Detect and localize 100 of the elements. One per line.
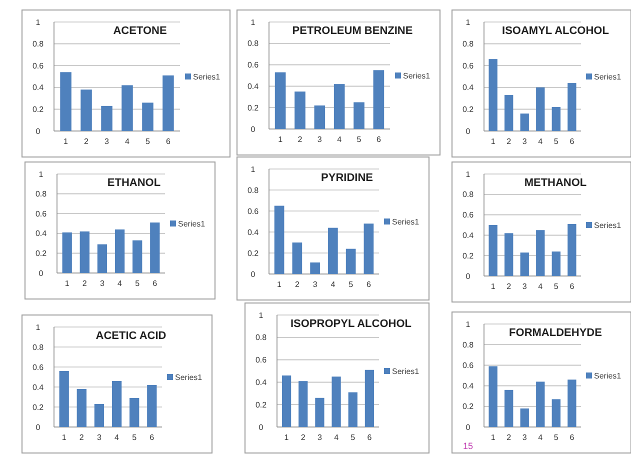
x-tick-label: 3 (317, 135, 322, 144)
bar (346, 248, 356, 274)
bar (294, 92, 306, 129)
bar (310, 262, 320, 274)
bar (364, 224, 374, 274)
x-tick-label: 5 (554, 137, 559, 146)
legend-label: Series1 (392, 217, 420, 226)
chart-title: ACETONE (113, 25, 167, 37)
bar (132, 240, 142, 273)
y-tick-label: 1 (38, 170, 44, 179)
y-tick-label: 0.4 (255, 378, 268, 387)
x-tick-label: 6 (570, 282, 575, 291)
bar (568, 83, 576, 131)
x-tick-label: 6 (366, 280, 372, 289)
x-tick-label: 4 (538, 433, 544, 442)
x-tick-label: 4 (538, 282, 544, 291)
chart-title: ISOAMYL ALCOHOL (502, 25, 610, 37)
y-tick-label: 1 (466, 170, 471, 179)
y-tick-label: 0.4 (462, 382, 474, 391)
x-tick-label: 2 (84, 137, 90, 146)
x-tick-label: 3 (312, 280, 318, 289)
y-tick-label: 1 (250, 18, 256, 27)
bar (488, 225, 498, 276)
chart-title: PETROLEUM BENZINE (292, 25, 413, 37)
y-tick-label: 0.4 (462, 231, 474, 240)
bar (536, 87, 545, 131)
y-tick-label: 0.2 (247, 103, 260, 112)
bar (142, 102, 154, 131)
chart-title: ACETIC ACID (96, 330, 166, 342)
y-tick-label: 0.6 (247, 60, 260, 70)
y-tick-label: 1 (36, 18, 41, 27)
bar (80, 231, 90, 273)
bar (568, 224, 576, 276)
legend-label: Series1 (175, 372, 203, 382)
bar (94, 404, 104, 427)
bar (552, 107, 560, 131)
bar (147, 385, 157, 427)
chart-title: ISOPROPYL ALCOHOL (290, 318, 412, 330)
y-tick-label: 0.8 (247, 39, 260, 48)
y-tick-label: 1 (36, 322, 41, 332)
bar (150, 222, 160, 273)
y-tick-label: 0.2 (247, 248, 260, 258)
x-tick-label: 1 (64, 137, 69, 146)
x-tick-label: 3 (100, 279, 105, 288)
bar (520, 408, 529, 427)
bar (504, 233, 514, 276)
bar (536, 230, 545, 276)
legend-label: Series1 (392, 366, 420, 376)
y-tick-label: 0 (250, 270, 256, 279)
y-tick-label: 0.6 (35, 209, 48, 218)
y-tick-label: 0.6 (462, 210, 474, 220)
bar (80, 90, 92, 131)
y-tick-label: 0.8 (462, 40, 474, 49)
y-tick-label: 0.6 (255, 356, 268, 365)
x-tick-label: 4 (114, 433, 120, 442)
x-tick-label: 6 (150, 433, 155, 442)
bar (282, 375, 292, 427)
y-tick-label: 0.4 (462, 83, 474, 92)
bar (101, 106, 112, 131)
y-tick-label: 0.4 (32, 382, 44, 392)
x-tick-label: 5 (350, 433, 356, 442)
bar (114, 229, 125, 273)
bar (488, 59, 498, 131)
x-tick-label: 5 (132, 433, 138, 442)
x-tick-label: 3 (317, 433, 322, 442)
x-tick-label: 1 (278, 135, 284, 144)
x-tick-label: 2 (300, 433, 306, 442)
bar (292, 242, 302, 274)
chart-title: FORMALDEHYDE (509, 327, 602, 339)
x-tick-label: 6 (570, 433, 575, 442)
y-tick-label: 0.2 (462, 251, 474, 260)
y-tick-label: 0.8 (255, 333, 268, 342)
y-tick-label: 0 (250, 124, 256, 134)
x-tick-label: 4 (118, 279, 123, 288)
x-tick-label: 6 (376, 135, 382, 144)
y-tick-label: 0 (466, 422, 471, 432)
x-tick-label: 4 (337, 135, 342, 144)
bar (504, 95, 514, 131)
bar (274, 72, 286, 129)
y-tick-label: 0 (466, 272, 471, 281)
y-tick-label: 0.4 (247, 228, 260, 237)
x-tick-label: 2 (79, 433, 84, 442)
y-tick-label: 0.6 (32, 61, 44, 70)
y-tick-label: 0.8 (462, 190, 474, 200)
y-tick-label: 0 (38, 268, 44, 278)
x-tick-label: 2 (298, 135, 303, 144)
y-tick-label: 1 (250, 164, 256, 174)
x-tick-label: 2 (506, 137, 512, 146)
text: 15 (462, 441, 474, 451)
bar (348, 392, 358, 427)
x-tick-label: 4 (334, 433, 340, 442)
y-tick-label: 0.6 (462, 361, 474, 370)
x-tick-label: 2 (506, 433, 512, 442)
x-tick-label: 5 (135, 279, 140, 288)
bar (122, 85, 133, 131)
x-tick-label: 3 (522, 433, 528, 442)
y-tick-label: 0.6 (247, 206, 260, 216)
y-tick-label: 0.8 (35, 190, 48, 199)
legend-label: Series1 (594, 371, 622, 380)
y-tick-label: 0 (466, 126, 471, 136)
